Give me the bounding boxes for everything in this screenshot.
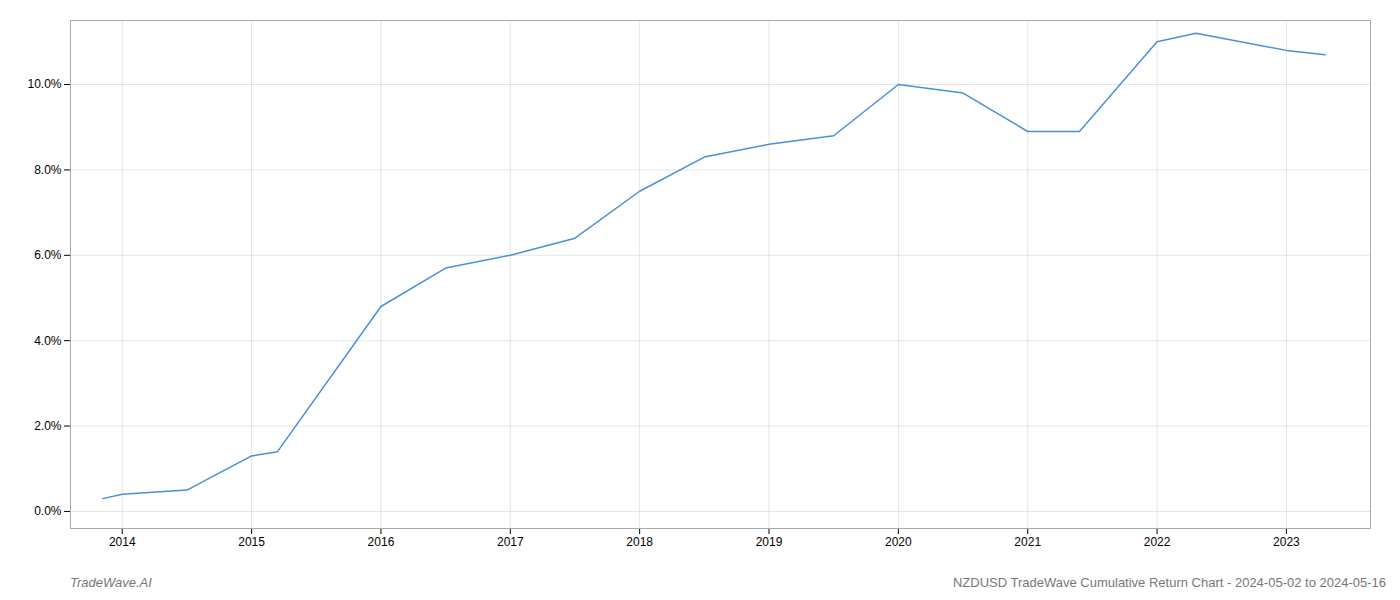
svg-text:2021: 2021: [1014, 535, 1041, 549]
svg-text:2023: 2023: [1273, 535, 1300, 549]
svg-text:2017: 2017: [497, 535, 524, 549]
svg-text:8.0%: 8.0%: [34, 163, 62, 177]
svg-text:10.0%: 10.0%: [27, 77, 61, 91]
svg-text:6.0%: 6.0%: [34, 248, 62, 262]
html-text:TradeWave.AI: TradeWave.AI: [70, 574, 152, 590]
svg-text:2014: 2014: [109, 535, 136, 549]
svg-text:0.0%: 0.0%: [34, 504, 62, 518]
svg-text:4.0%: 4.0%: [34, 334, 62, 348]
svg-text:2022: 2022: [1144, 535, 1171, 549]
svg-text:2015: 2015: [238, 535, 265, 549]
html-text:NZDUSD TradeWave Cumulative Re: NZDUSD TradeWave Cumulative Return Chart…: [952, 574, 1386, 590]
svg-text:2020: 2020: [885, 535, 912, 549]
svg-text:2018: 2018: [626, 535, 653, 549]
svg-text:2016: 2016: [368, 535, 395, 549]
svg-text:2019: 2019: [756, 535, 783, 549]
svg-text:2.0%: 2.0%: [34, 419, 62, 433]
